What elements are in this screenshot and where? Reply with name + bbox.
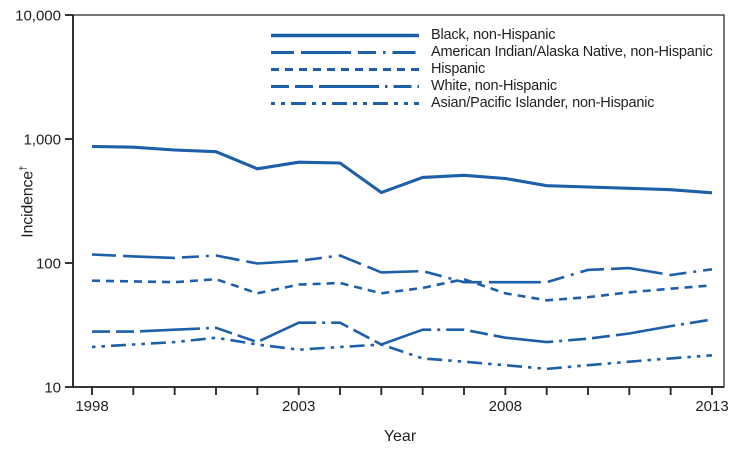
legend-item-aian: American Indian/Alaska Native, non-Hispa… — [270, 44, 713, 61]
legend-label: Hispanic — [431, 61, 486, 77]
legend-line-sample-solid — [271, 33, 419, 38]
series-line-2 — [91, 253, 713, 284]
series-line-4 — [92, 318, 713, 346]
legend-item-hispanic: Hispanic — [270, 61, 713, 78]
series-line-5 — [91, 336, 713, 371]
svg-text:2003: 2003 — [282, 398, 315, 415]
dagger-footnote-mark: † — [18, 165, 30, 172]
legend-label: White, non-Hispanic — [431, 78, 557, 94]
svg-text:1998: 1998 — [75, 398, 108, 415]
svg-text:100: 100 — [36, 255, 61, 272]
legend: Black, non-Hispanic American Indian/Alas… — [270, 27, 713, 112]
legend-line-sample-dash-dot-dot — [271, 102, 419, 105]
legend-item-api: Asian/Pacific Islander, non-Hispanic — [270, 95, 713, 112]
svg-text:2013: 2013 — [695, 398, 728, 415]
legend-label: Asian/Pacific Islander, non-Hispanic — [431, 95, 655, 111]
legend-item-white: White, non-Hispanic — [270, 78, 713, 95]
legend-label: Black, non-Hispanic — [431, 27, 556, 43]
svg-text:10: 10 — [44, 379, 61, 396]
series-line-3 — [91, 277, 713, 302]
svg-text:2008: 2008 — [489, 398, 522, 415]
legend-line-sample-long-dash — [271, 85, 419, 88]
y-axis-title: Incidence† — [18, 165, 37, 238]
series-line-1 — [91, 144, 713, 195]
x-axis-title: Year — [383, 428, 417, 445]
legend-line-sample-short-dash — [271, 68, 419, 71]
legend-label: American Indian/Alaska Native, non-Hispa… — [431, 44, 713, 60]
svg-text:10,000: 10,000 — [15, 7, 61, 24]
svg-text:1,000: 1,000 — [23, 131, 61, 148]
legend-item-black: Black, non-Hispanic — [270, 27, 713, 44]
legend-line-sample-long-dash-dot — [271, 51, 419, 54]
